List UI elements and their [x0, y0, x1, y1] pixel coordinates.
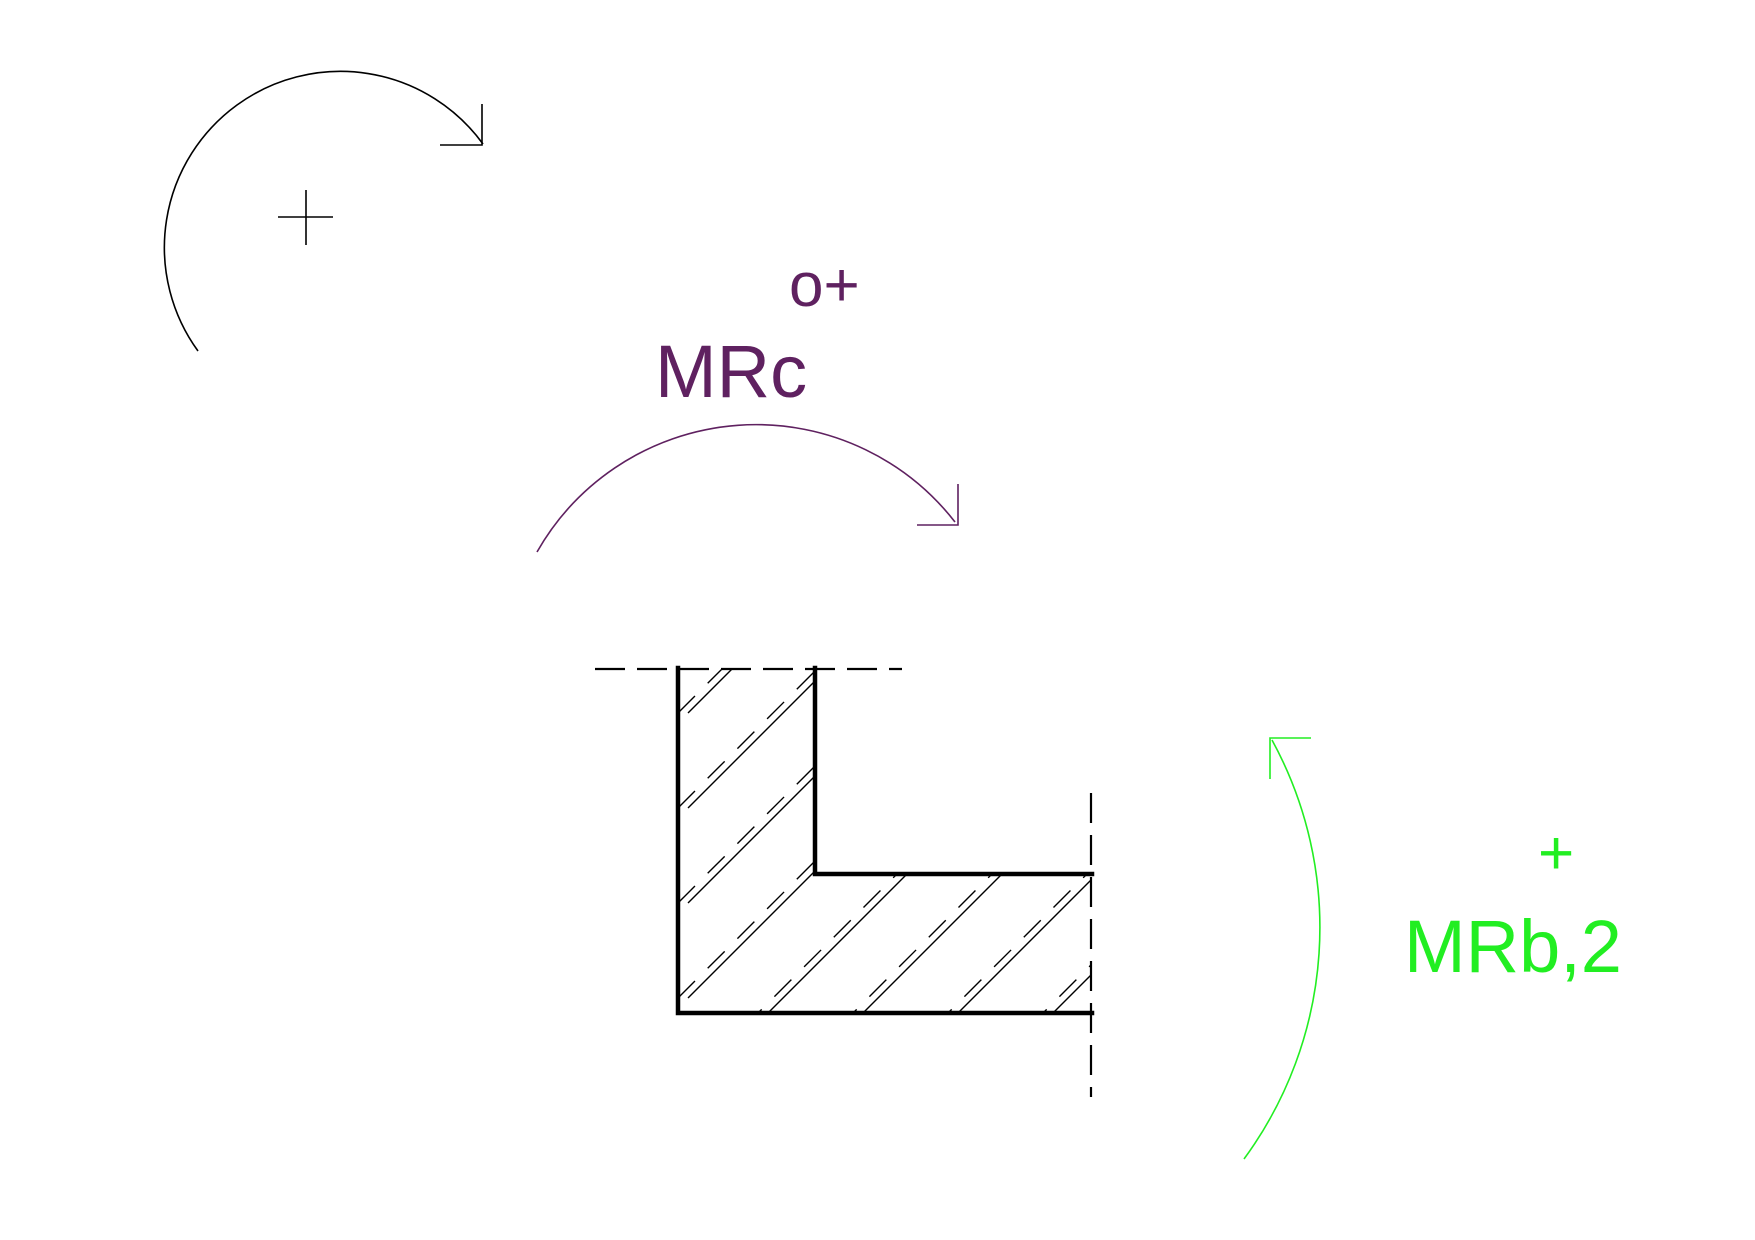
- cross-section: [595, 665, 1095, 1097]
- moment-c-arrowhead-icon: [917, 484, 959, 526]
- moment-c-label: MRc: [655, 330, 807, 413]
- sign-convention-arrowhead-icon: [440, 104, 483, 146]
- moment-b2: + MRb,2: [1243, 737, 1622, 1160]
- hatch-dashed-lines: [678, 668, 1092, 1013]
- hatch-solid-lines: [687, 668, 1092, 1013]
- moment-c: o+ MRc: [536, 251, 959, 553]
- moment-b2-label: MRb,2: [1404, 905, 1622, 988]
- sign-convention-arc: [163, 70, 484, 352]
- moment-b2-arrowhead-icon: [1269, 737, 1311, 779]
- moment-c-sign: o+: [789, 251, 860, 320]
- section-outline: [675, 665, 1095, 1016]
- sign-convention: [163, 70, 484, 352]
- section-hatching: [678, 668, 1092, 1013]
- moment-b2-arc: [1243, 739, 1321, 1160]
- moment-b2-sign: +: [1538, 819, 1574, 888]
- moment-c-arc: [536, 423, 956, 553]
